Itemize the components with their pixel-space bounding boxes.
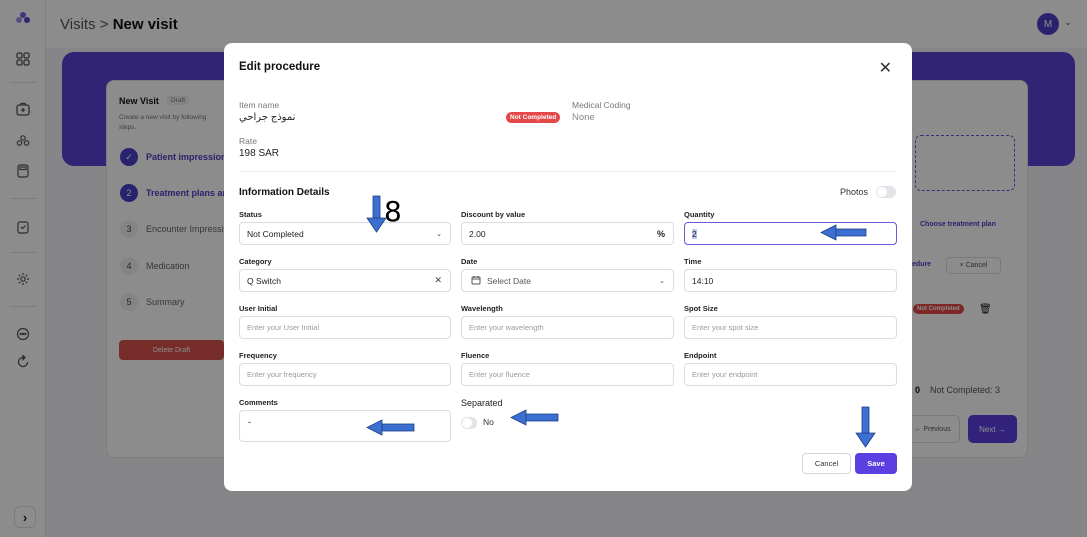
not-completed-badge: Not Completed <box>913 304 964 314</box>
photos-label: Photos <box>839 187 868 197</box>
time-label: Time <box>684 257 702 266</box>
next-button[interactable]: Next → <box>968 415 1017 443</box>
category-select[interactable]: Q Switch ✕ <box>239 269 451 292</box>
procedure-link[interactable]: edure <box>912 261 932 268</box>
step-1[interactable]: ✓ Patient impressions <box>120 148 232 166</box>
cancel-small-button[interactable]: × Cancel <box>946 257 1001 274</box>
arrow-left-separated-icon <box>510 409 559 426</box>
rate-label: Rate <box>239 136 257 146</box>
wavelength-input[interactable]: Enter your wavelength <box>461 316 674 339</box>
status-badge: Not Completed <box>506 112 561 123</box>
not-completed-count: Not Completed: 3 <box>930 385 1001 395</box>
discount-input[interactable]: 2.00 % <box>461 222 674 245</box>
dropzone[interactable] <box>915 135 1015 191</box>
calculator-icon[interactable] <box>14 162 32 180</box>
app-logo[interactable] <box>14 10 32 28</box>
fluence-label: Fluence <box>461 351 490 360</box>
save-button[interactable]: Save <box>855 453 897 474</box>
breadcrumb-root[interactable]: Visits <box>60 16 96 33</box>
photos-toggle[interactable] <box>876 186 896 198</box>
separated-toggle[interactable] <box>461 417 477 429</box>
date-picker[interactable]: Select Date ⌄ <box>461 269 674 292</box>
quantity-input[interactable]: 2 <box>684 222 897 245</box>
arrow-left-quantity-icon <box>820 224 867 241</box>
spot-size-label: Spot Size <box>684 304 718 313</box>
date-label: Date <box>461 257 478 266</box>
frequency-label: Frequency <box>239 351 277 360</box>
item-name-label: Item name <box>239 100 280 110</box>
arrow-left-comments-icon <box>366 419 415 436</box>
close-icon[interactable]: ✕ <box>878 60 892 77</box>
sidebar: › <box>0 0 46 537</box>
clipboard-icon[interactable] <box>14 218 32 236</box>
chevron-down-icon[interactable]: ⌄ <box>1064 17 1072 27</box>
chevron-down-icon: ⌄ <box>659 277 665 285</box>
section-title: Information Details <box>239 187 330 198</box>
status-label: Status <box>239 210 262 219</box>
spot-size-input[interactable]: Enter your spot size <box>684 316 897 339</box>
breadcrumb: Visits > New visit <box>60 16 178 33</box>
endpoint-input[interactable]: Enter your endpoint <box>684 363 897 386</box>
separated-value: No <box>483 417 494 427</box>
endpoint-label: Endpoint <box>684 351 717 360</box>
time-input[interactable]: 14:10 <box>684 269 897 292</box>
step-4[interactable]: 4 Medication <box>120 257 190 275</box>
comments-textarea[interactable]: - <box>239 410 451 442</box>
refresh-icon[interactable] <box>14 353 32 371</box>
status-select[interactable]: Not Completed ⌄ <box>239 222 451 245</box>
quantity-label: Quantity <box>684 210 715 219</box>
draft-badge: Draft <box>167 96 190 105</box>
edit-procedure-modal: Edit procedure ✕ Item name نموذج جراحي N… <box>224 43 912 491</box>
modal-title: Edit procedure <box>239 61 321 73</box>
item-name-value: نموذج جراحي <box>239 112 296 123</box>
frequency-input[interactable]: Enter your frequency <box>239 363 451 386</box>
avatar[interactable]: M <box>1037 13 1059 35</box>
settings-icon[interactable] <box>14 270 32 288</box>
calendar-icon <box>471 275 481 287</box>
chat-icon[interactable] <box>14 325 32 343</box>
delete-draft-button[interactable]: Delete Draft <box>119 340 224 360</box>
step-2[interactable]: 2 Treatment plans an <box>120 184 228 202</box>
chevron-down-icon: ⌄ <box>436 230 442 238</box>
card-subtitle: Create a new visit by following <box>119 114 207 121</box>
divider <box>239 171 897 172</box>
medical-coding-label: Medical Coding <box>572 100 631 110</box>
users-icon[interactable] <box>14 132 32 150</box>
fluence-input[interactable]: Enter your fluence <box>461 363 674 386</box>
sidebar-expand-button[interactable]: › <box>14 506 36 528</box>
wavelength-label: Wavelength <box>461 304 503 313</box>
comments-label: Comments <box>239 398 278 407</box>
category-label: Category <box>239 257 272 266</box>
percent-suffix: % <box>656 228 665 239</box>
choose-treatment-plan-link[interactable]: Choose treatment plan <box>920 221 996 228</box>
user-initial-input[interactable]: Enter your User Initial <box>239 316 451 339</box>
dashboard-icon[interactable] <box>14 50 32 68</box>
arrow-down-status-icon <box>366 195 387 233</box>
user-initial-label: User Initial <box>239 304 278 313</box>
clear-icon[interactable]: ✕ <box>434 275 442 285</box>
card-title: New Visit <box>119 96 159 106</box>
medical-kit-icon[interactable] <box>14 100 32 118</box>
breadcrumb-current: New visit <box>112 16 178 33</box>
trash-icon[interactable]: 🗑 <box>979 304 992 315</box>
step-5[interactable]: 5 Summary <box>120 293 185 311</box>
medical-coding-value: None <box>572 112 595 123</box>
rate-value: 198 SAR <box>239 148 280 159</box>
previous-button[interactable]: ← Previous <box>905 415 960 443</box>
separated-label: Separated <box>461 398 503 408</box>
cancel-button[interactable]: Cancel <box>802 453 851 474</box>
annotation-number: 8 <box>384 195 402 228</box>
step-3[interactable]: 3 Encounter Impressi <box>120 220 224 238</box>
discount-label: Discount by value <box>461 210 526 219</box>
topbar <box>46 0 1087 48</box>
arrow-down-save-icon <box>855 406 876 448</box>
